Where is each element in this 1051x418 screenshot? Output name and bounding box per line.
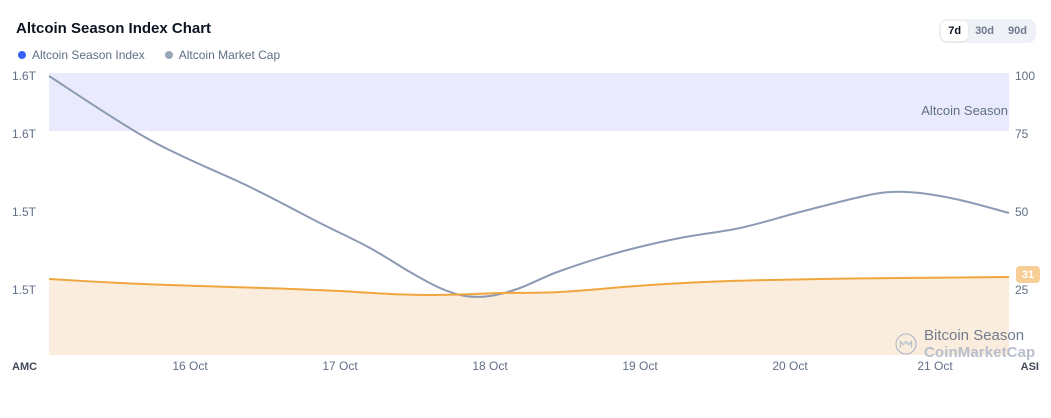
svg-text:20 Oct: 20 Oct <box>772 359 808 373</box>
svg-text:75: 75 <box>1015 127 1029 141</box>
svg-text:18 Oct: 18 Oct <box>472 359 508 373</box>
svg-text:ASI: ASI <box>1021 361 1039 373</box>
svg-text:AMC: AMC <box>12 361 37 373</box>
svg-text:1.6T: 1.6T <box>12 127 37 141</box>
svg-text:1.6T: 1.6T <box>12 69 37 83</box>
svg-text:19 Oct: 19 Oct <box>622 359 658 373</box>
svg-text:31: 31 <box>1022 269 1034 281</box>
svg-text:25: 25 <box>1015 283 1029 297</box>
svg-text:17 Oct: 17 Oct <box>322 359 358 373</box>
svg-text:1.5T: 1.5T <box>12 283 37 297</box>
svg-text:50: 50 <box>1015 205 1029 219</box>
svg-text:Altcoin Season: Altcoin Season <box>921 103 1008 118</box>
svg-text:100: 100 <box>1015 69 1035 83</box>
svg-text:16 Oct: 16 Oct <box>172 359 208 373</box>
svg-text:1.5T: 1.5T <box>12 205 37 219</box>
